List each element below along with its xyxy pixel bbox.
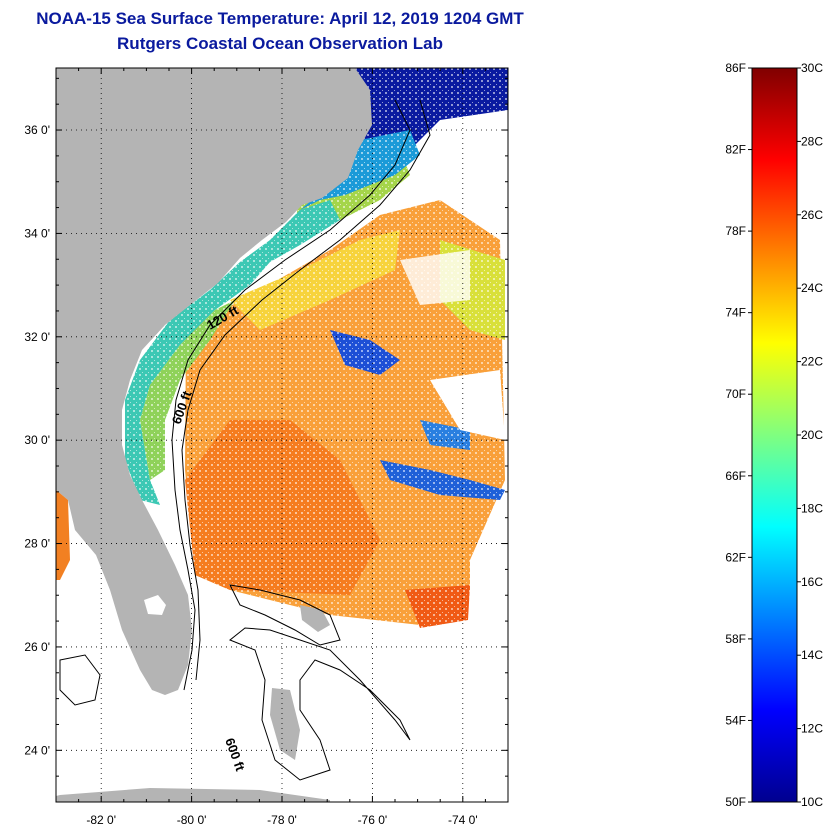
contour-bahamas bbox=[229, 627, 411, 781]
colorbar-f-label: 66F bbox=[725, 469, 746, 483]
map-ticks: 36 0' 34 0' 32 0' 30 0' 28 0' 26 0' 24 0' -82 0… bbox=[24, 68, 509, 827]
colorbar-c-label: 24C bbox=[801, 281, 823, 295]
contour-bahamas-north bbox=[229, 584, 341, 646]
land-southeast-us bbox=[56, 68, 372, 695]
graticule bbox=[56, 68, 508, 802]
lat-tick-label: 26 0' bbox=[24, 640, 50, 654]
contour-120ft bbox=[171, 99, 411, 691]
colorbar-f-label: 70F bbox=[725, 387, 746, 401]
colorbar-c-label: 20C bbox=[801, 428, 823, 442]
map-title: NOAA-15 Sea Surface Temperature: April 1… bbox=[36, 9, 524, 28]
colorbar-f-label: 86F bbox=[725, 61, 746, 75]
colorbar-c-label: 18C bbox=[801, 501, 823, 515]
sst-gulf-strip bbox=[56, 490, 70, 580]
colorbar-c-label: 28C bbox=[801, 134, 823, 148]
cloud-patch bbox=[430, 370, 505, 440]
lake-okeechobee bbox=[144, 595, 166, 615]
colorbar-c-label: 14C bbox=[801, 648, 823, 662]
land-cuba bbox=[56, 788, 330, 802]
contour-florida-bay bbox=[59, 654, 101, 706]
colorbar-c-label: 16C bbox=[801, 575, 823, 589]
lat-tick-label: 32 0' bbox=[24, 330, 50, 344]
colorbar-f-label: 58F bbox=[725, 632, 746, 646]
lat-tick-label: 30 0' bbox=[24, 433, 50, 447]
lon-tick-label: -76 0' bbox=[358, 813, 388, 827]
colorbar-gradient bbox=[751, 67, 798, 803]
colorbar-c-label: 12C bbox=[801, 722, 823, 736]
colorbar-f-label: 54F bbox=[725, 713, 746, 727]
colorbar-c-label: 10C bbox=[801, 795, 823, 809]
lon-tick-label: -74 0' bbox=[448, 813, 478, 827]
colorbar-labels: 86F 82F 78F 74F 70F 66F 62F 58F 54F 50F 30C 28C 26C 2… bbox=[725, 61, 823, 809]
map-subtitle: Rutgers Coastal Ocean Observation Lab bbox=[117, 34, 443, 53]
lat-tick-label: 36 0' bbox=[24, 123, 50, 137]
colorbar-c-label: 30C bbox=[801, 61, 823, 75]
lat-tick-label: 34 0' bbox=[24, 226, 50, 240]
colorbar-f-label: 82F bbox=[725, 143, 746, 157]
lon-tick-label: -82 0' bbox=[86, 813, 116, 827]
land-bahamas-andros bbox=[270, 688, 300, 760]
lon-tick-label: -80 0' bbox=[177, 813, 207, 827]
lat-tick-label: 24 0' bbox=[24, 743, 50, 757]
lon-tick-label: -78 0' bbox=[267, 813, 297, 827]
lat-tick-label: 28 0' bbox=[24, 537, 50, 551]
cloud-patch bbox=[400, 250, 470, 305]
colorbar-f-label: 62F bbox=[725, 550, 746, 564]
colorbar-f-label: 50F bbox=[725, 795, 746, 809]
colorbar-c-label: 26C bbox=[801, 208, 823, 222]
colorbar-c-label: 22C bbox=[801, 355, 823, 369]
colorbar-f-label: 74F bbox=[725, 306, 746, 320]
contour-600ft bbox=[181, 99, 431, 681]
colorbar-f-label: 78F bbox=[725, 224, 746, 238]
